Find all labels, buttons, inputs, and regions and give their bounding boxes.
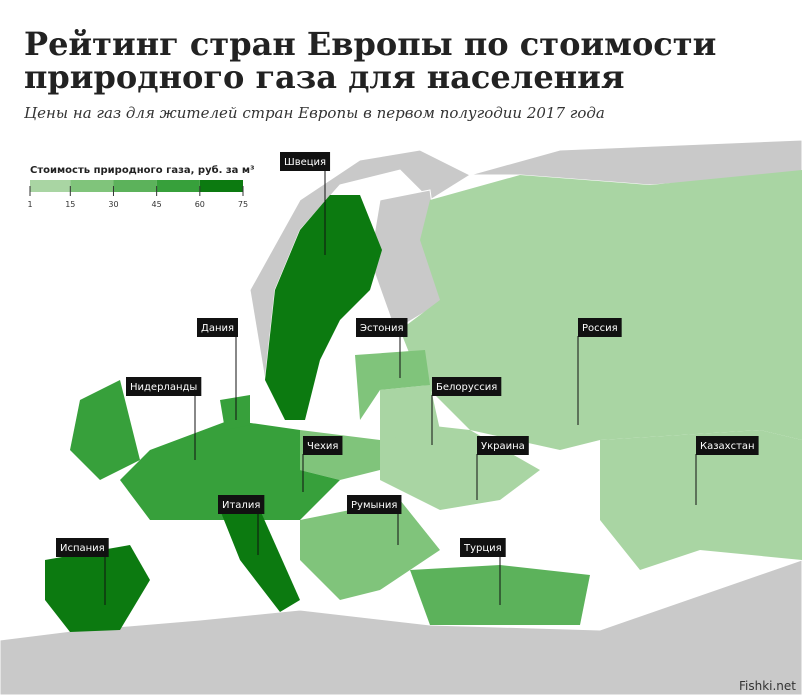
kazakhstan xyxy=(600,430,802,570)
legend-swatch xyxy=(70,180,114,192)
watermark: Fishki.net xyxy=(739,679,796,693)
label-box xyxy=(432,377,502,396)
legend-tick-label: 1 xyxy=(27,200,32,209)
label-box xyxy=(280,152,331,171)
uk xyxy=(70,380,140,480)
country-label: Белоруссия xyxy=(436,382,497,393)
country-label: Испания xyxy=(60,543,105,554)
country-label: Нидерланды xyxy=(130,382,197,393)
map xyxy=(0,139,802,696)
label-box xyxy=(303,436,343,455)
legend-swatch xyxy=(113,180,157,192)
label-box xyxy=(56,538,109,557)
labels: Швеция Дания Нидерланды Эстония Белоруссия Ро… xyxy=(56,152,759,605)
title: природного газа для населения xyxy=(24,58,624,96)
title: Рейтинг стран Европы по стоимости xyxy=(24,25,716,63)
label-box xyxy=(477,436,529,455)
legend-swatch xyxy=(199,180,243,192)
label-box xyxy=(347,495,402,514)
country-label: Швеция xyxy=(284,157,326,168)
country-label: Турция xyxy=(463,543,502,554)
africa-middle-east xyxy=(0,559,802,696)
legend-tick-label: 15 xyxy=(65,200,75,209)
country-label: Румыния xyxy=(351,500,397,511)
legend-swatch xyxy=(156,180,200,192)
country-label: Россия xyxy=(582,323,618,334)
balkans xyxy=(300,500,440,600)
label-box xyxy=(460,538,506,557)
italy xyxy=(220,510,300,612)
legend-swatch xyxy=(30,180,71,192)
russia xyxy=(400,170,802,450)
country-label: Казахстан xyxy=(700,441,755,452)
label-box xyxy=(696,436,759,455)
label-box xyxy=(197,318,238,337)
legend-tick-label: 45 xyxy=(152,200,162,209)
subtitle: Цены на газ для жителей стран Европы в п… xyxy=(24,104,605,122)
label-box xyxy=(126,377,202,396)
country-label: Италия xyxy=(222,500,260,511)
country-label: Украина xyxy=(481,441,525,452)
country-label: Дания xyxy=(201,323,234,334)
sweden xyxy=(265,195,382,420)
legend-tick-label: 30 xyxy=(108,200,118,209)
belarus xyxy=(380,385,440,440)
legend-tick-label: 75 xyxy=(238,200,248,209)
country-label: Эстония xyxy=(360,323,403,334)
country-label: Чехия xyxy=(307,441,338,452)
denmark xyxy=(220,395,250,430)
western-europe xyxy=(120,420,340,520)
legend: Стоимость природного газа, руб. за м³ 1 1… xyxy=(27,164,254,209)
label-box xyxy=(578,318,622,337)
ukraine xyxy=(380,420,540,510)
legend-tick-label: 60 xyxy=(195,200,205,209)
label-box xyxy=(356,318,408,337)
spain xyxy=(45,545,150,632)
label-box xyxy=(218,495,265,514)
legend-title: Стоимость природного газа, руб. за м³ xyxy=(30,164,254,176)
baltics xyxy=(355,350,430,420)
